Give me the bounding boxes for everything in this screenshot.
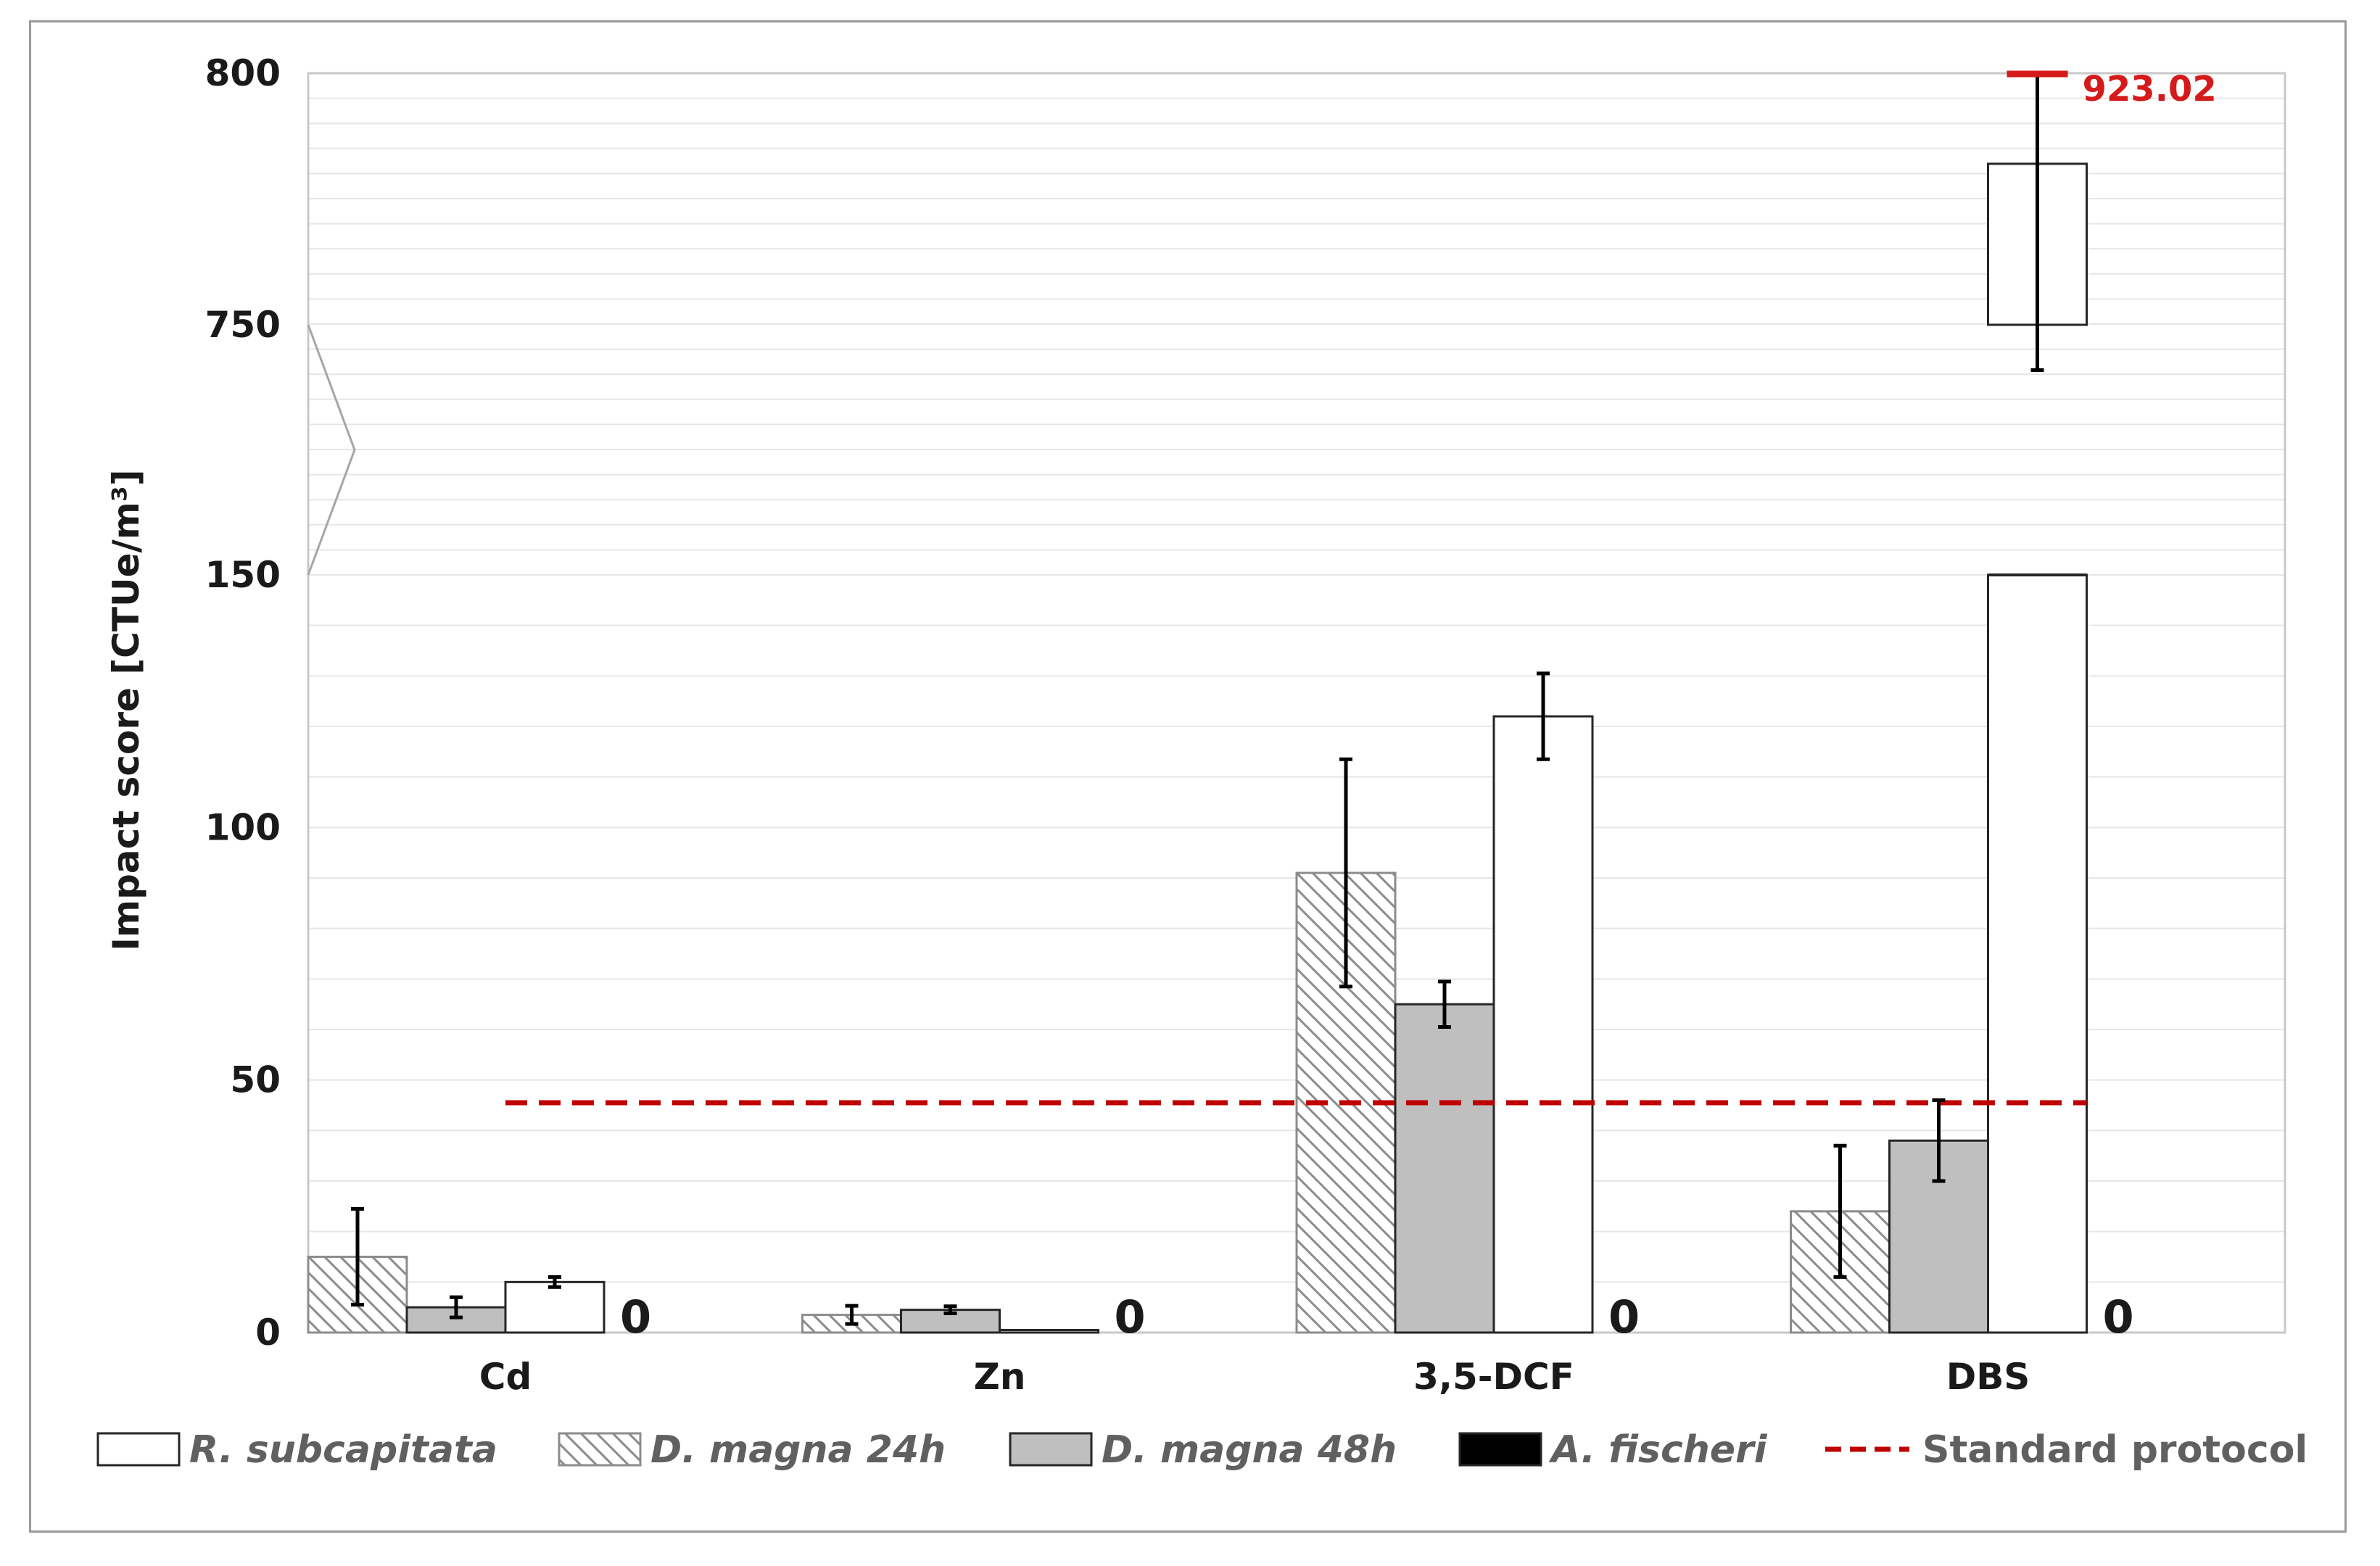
bar xyxy=(1987,573,2088,1334)
bar xyxy=(1394,1003,1495,1334)
category-label: 3,5-DCF xyxy=(1413,1356,1574,1398)
y-tick-label: 50 xyxy=(230,1059,281,1101)
zero-label: 0 xyxy=(620,1290,651,1343)
category-label: Zn xyxy=(974,1356,1026,1398)
zero-label: 0 xyxy=(1608,1290,1640,1343)
axis-break-marker xyxy=(307,324,356,576)
legend-label: R. subcapitata xyxy=(189,1428,497,1472)
y-axis-label: Impact score [CTUe/m³] xyxy=(105,469,147,950)
legend-label: D. magna 48h xyxy=(1102,1428,1397,1472)
legend-swatch-d24 xyxy=(558,1432,642,1467)
bar xyxy=(999,1329,1099,1334)
legend-label: Standard protocol xyxy=(1922,1428,2307,1472)
y-tick-label: 100 xyxy=(205,806,281,848)
y-tick-label: 750 xyxy=(205,304,281,346)
zero-labels: 0 0 0 0 xyxy=(620,1290,2134,1343)
zero-label: 0 xyxy=(1115,1290,1146,1343)
y-tick-label: 800 xyxy=(205,52,281,94)
y-tick-labels: 0 50 100 150 750 800 xyxy=(205,52,281,1354)
bars xyxy=(307,162,2088,1334)
chart-frame: 0 50 100 150 750 800 Impact score [CTUe/m³] 9… xyxy=(29,20,2347,1533)
legend-swatch-r xyxy=(96,1432,181,1467)
category-labels: Cd Zn 3,5-DCF DBS xyxy=(479,1356,2030,1398)
bar xyxy=(504,1280,606,1334)
outlier-label: 923.02 xyxy=(2083,69,2217,109)
category-label: Cd xyxy=(479,1356,532,1398)
zero-label: 0 xyxy=(2103,1290,2134,1343)
legend-swatch-af xyxy=(1458,1432,1542,1467)
category-label: DBS xyxy=(1946,1356,2030,1398)
legend-label: D. magna 24h xyxy=(650,1428,946,1472)
chart: 0 50 100 150 750 800 Impact score [CTUe/m³] 9… xyxy=(96,52,2307,1472)
y-tick-label: 0 xyxy=(255,1312,281,1354)
legend-label: A. fischeri xyxy=(1548,1428,1768,1472)
legend-swatch-d48 xyxy=(1009,1432,1093,1467)
legend: R. subcapitata D. magna 24h D. magna 48h A.… xyxy=(96,1428,2307,1472)
bar xyxy=(1492,715,1594,1334)
grid-lines xyxy=(308,97,2285,1283)
y-tick-label: 150 xyxy=(205,554,281,596)
error-bars xyxy=(351,72,2044,1326)
